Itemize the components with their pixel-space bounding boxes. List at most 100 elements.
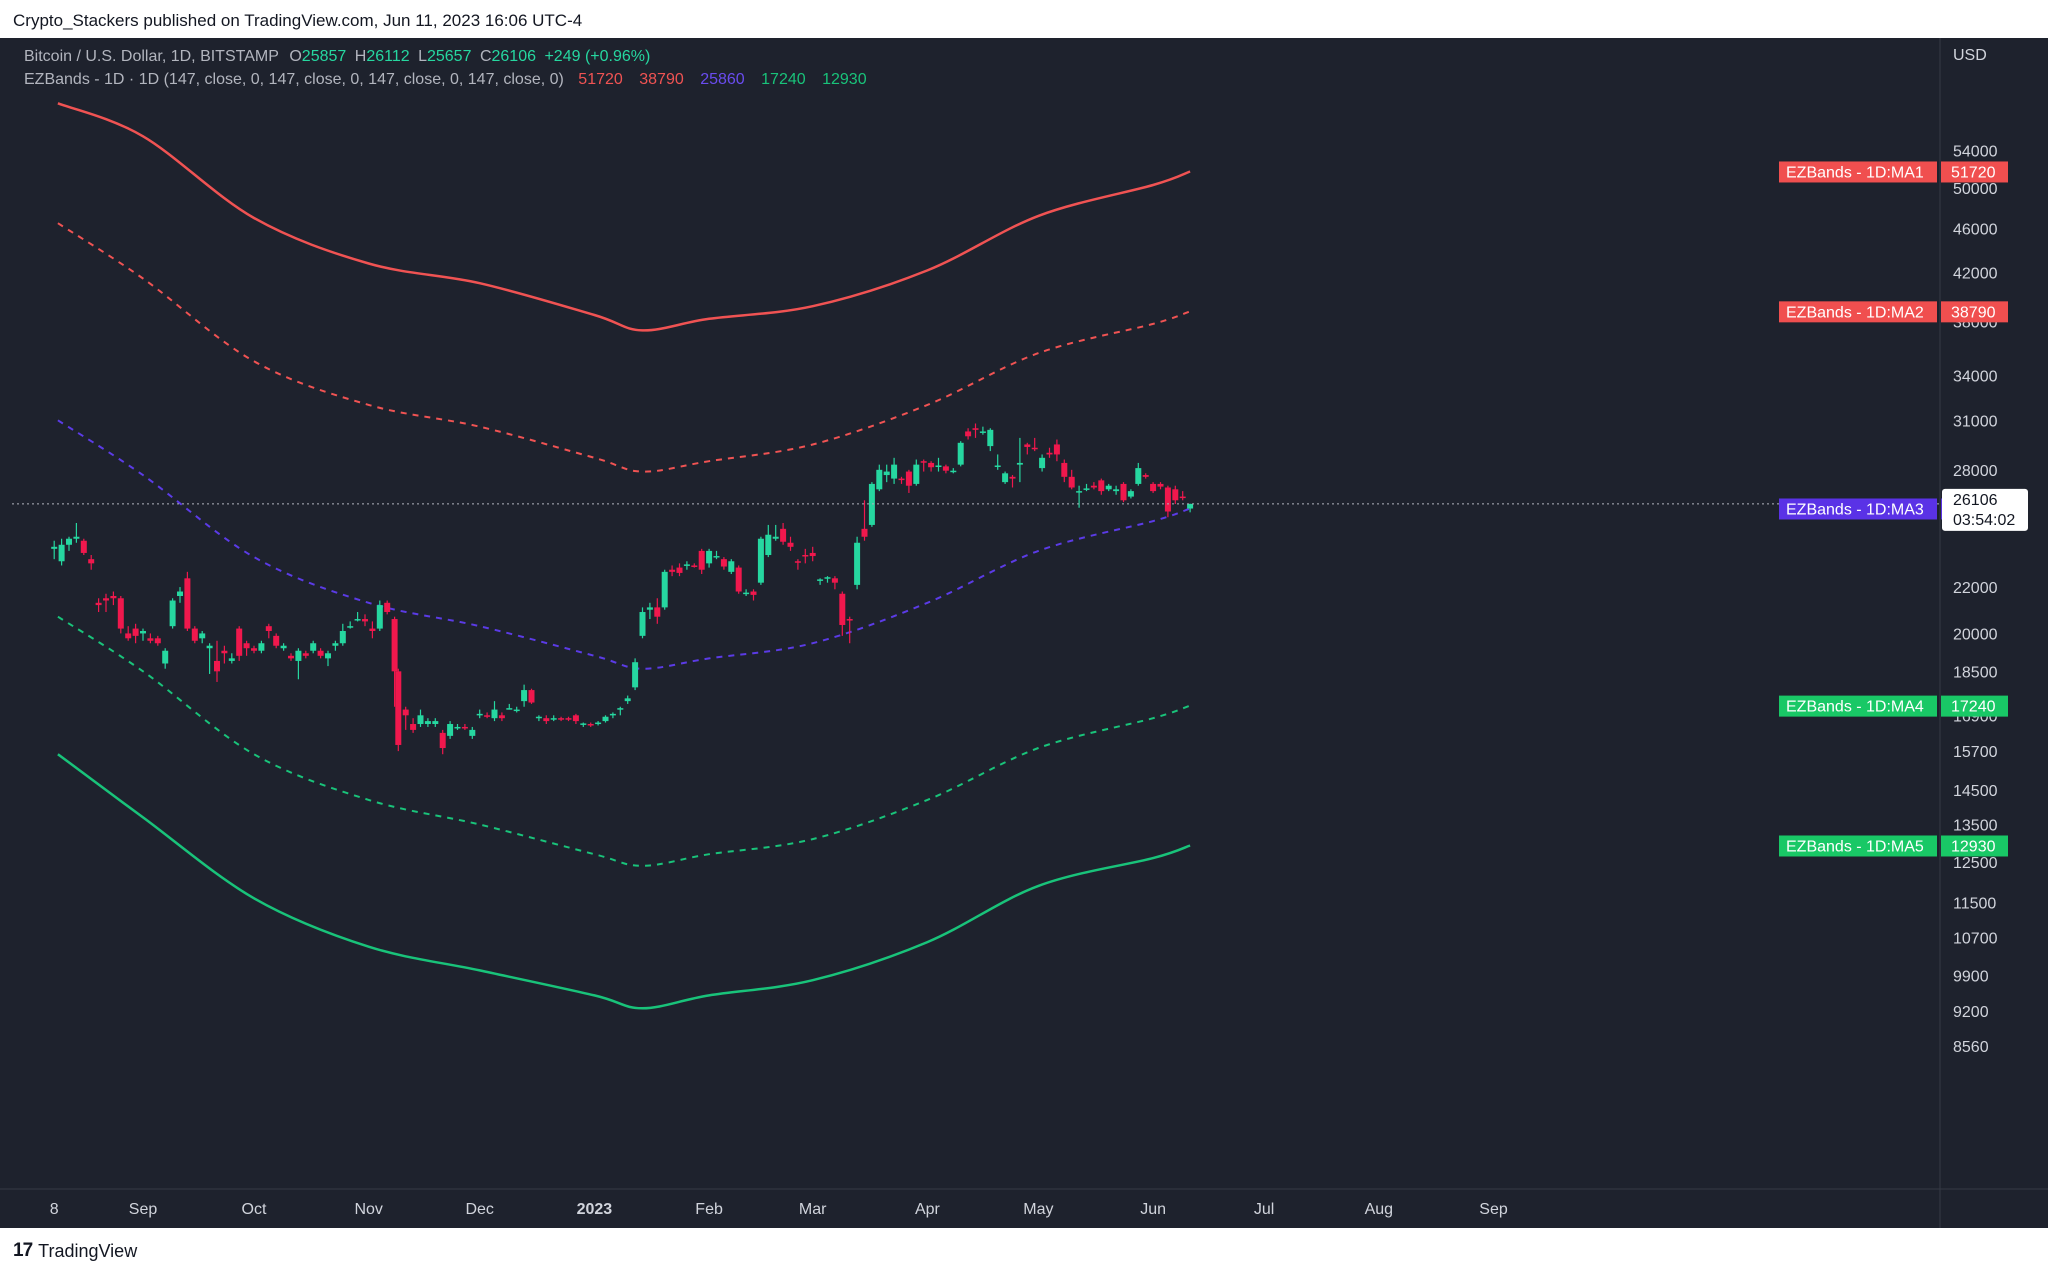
candle-body (1002, 473, 1009, 483)
candle-body (80, 540, 87, 553)
ma-name-tag-bg (1779, 498, 1937, 520)
candle-body (310, 643, 317, 651)
price-axis[interactable]: USD 540005000046000420003800034000310002… (1953, 47, 1998, 1056)
time-axis[interactable]: 8 Sep Oct Nov Dec 2023 Feb Mar Apr May Jun Jul Aug Se… (50, 1201, 1508, 1218)
candle-body (332, 643, 339, 646)
candle (243, 640, 250, 656)
tradingview-logo[interactable]: 17 TradingView (13, 1240, 138, 1261)
time-tick-label: 8 (50, 1201, 59, 1218)
candle-body (757, 538, 764, 583)
candle-body (265, 626, 272, 631)
low-label: L (418, 48, 427, 65)
candle-body (140, 630, 146, 634)
candle-body (498, 715, 505, 719)
candle (476, 709, 483, 719)
current-price-tag: 26106 03:54:02 (1942, 488, 2028, 531)
candle (602, 715, 609, 723)
close-value: 26106 (491, 48, 537, 65)
ma4-legend-value: 17240 (761, 71, 806, 88)
candle-body (883, 471, 890, 476)
time-tick-label: Oct (242, 1201, 267, 1218)
candle (1061, 459, 1068, 483)
ma2-legend-value: 38790 (639, 71, 684, 88)
candle (1053, 439, 1060, 462)
price-tick-label: 13500 (1953, 818, 1998, 835)
candle-body (950, 470, 957, 473)
candle-body (228, 658, 235, 661)
candle (743, 589, 750, 597)
candle-body (461, 726, 468, 729)
publisher-header: Crypto_Stackers published on TradingView… (0, 0, 2048, 38)
candle-body (639, 612, 646, 636)
candle (117, 596, 124, 634)
candle-body (772, 536, 779, 539)
candle (1046, 447, 1053, 458)
candle (51, 540, 58, 560)
candle-body (1046, 452, 1053, 455)
candle-body (654, 607, 661, 617)
candle (528, 688, 535, 704)
ma1-legend-value: 51720 (578, 71, 623, 88)
candle-body (965, 431, 972, 437)
candle (913, 459, 920, 486)
ma-value-tag: 17240 (1951, 699, 1996, 716)
time-tick-label: Dec (465, 1201, 493, 1218)
candle-body (1016, 462, 1023, 465)
candle (1187, 503, 1194, 513)
candle-body (1187, 503, 1194, 509)
candle (1172, 485, 1179, 504)
candle-body (1150, 483, 1157, 492)
candle-body (288, 655, 294, 659)
candlesticks (51, 423, 1194, 755)
candle-body (617, 708, 624, 710)
candle (558, 716, 565, 722)
candle (868, 482, 875, 527)
ma-value-tag: 51720 (1951, 164, 1996, 181)
candle-body (987, 429, 994, 447)
candle-body (1076, 491, 1083, 493)
time-tick-label: 2023 (577, 1201, 613, 1218)
price-tick-label: 10700 (1953, 931, 1998, 948)
candle (302, 650, 309, 659)
candle (362, 614, 368, 627)
indicator-legend[interactable]: EZBands - 1D · 1D (147, close, 0, 147, c… (24, 71, 879, 89)
candle (787, 536, 794, 551)
ma2-axis-label: EZBands - 1D:MA2 38790 (1779, 301, 2008, 323)
candle (221, 645, 228, 664)
time-tick-label: Apr (915, 1201, 941, 1218)
candle (184, 571, 191, 631)
candle-body (317, 650, 324, 656)
candle (424, 718, 431, 727)
candle (391, 616, 398, 707)
candle-body (1061, 462, 1068, 477)
candle-body (1083, 488, 1090, 490)
candle (295, 648, 302, 680)
candle-body (543, 718, 550, 722)
ma-value-tag-bg (1941, 301, 2008, 323)
candle (1164, 485, 1171, 518)
candle (720, 557, 727, 570)
candle-body (1039, 457, 1046, 469)
candle-body (735, 567, 742, 592)
candle-body (609, 713, 616, 716)
candle-body (920, 461, 927, 463)
ma-name-tag-bg (1779, 301, 1937, 323)
currency-label: USD (1953, 47, 1987, 64)
candle (757, 536, 764, 585)
symbol-legend[interactable]: Bitcoin / U.S. Dollar, 1D, BITSTAMP O258… (24, 48, 656, 66)
ezbands-labels: EZBands - 1D:MA1 51720 EZBands - 1D:MA2 387… (1779, 161, 2008, 857)
candle (713, 550, 720, 560)
candle (824, 576, 831, 583)
tradingview-wordmark: TradingView (38, 1240, 138, 1261)
candle-body (280, 645, 287, 649)
candle (177, 587, 183, 603)
candle (839, 591, 846, 636)
ma5-legend-value: 12930 (822, 71, 867, 88)
candle (676, 563, 683, 577)
candle (73, 522, 80, 543)
price-chart[interactable]: 8 Sep Oct Nov Dec 2023 Feb Mar Apr May Jun Jul Aug Se… (0, 38, 2048, 1228)
time-tick-label: Sep (1479, 1201, 1508, 1218)
candle-body (476, 713, 483, 716)
candle (580, 722, 587, 727)
candle (110, 591, 117, 606)
